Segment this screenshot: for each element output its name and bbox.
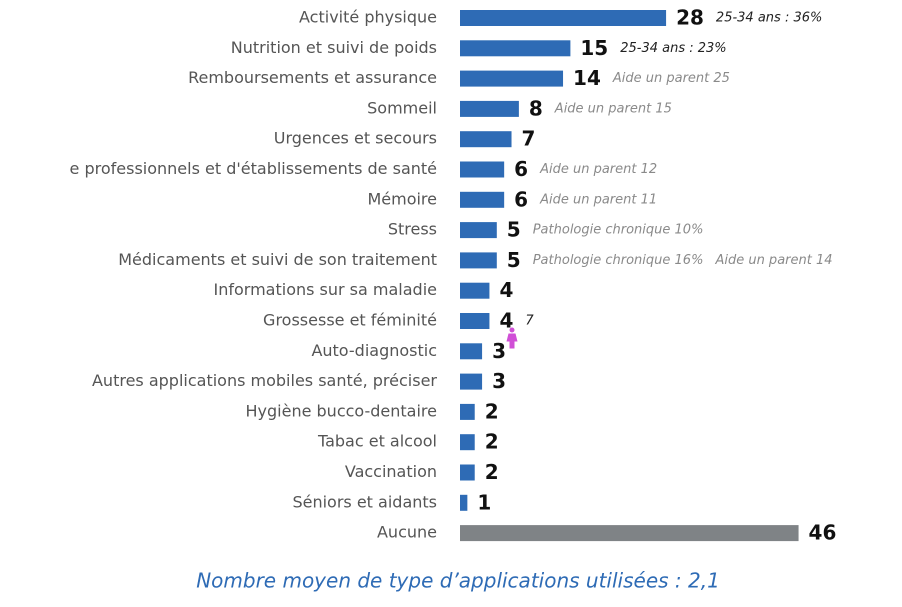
value-label: 2 <box>485 399 499 423</box>
category-label: Vaccination <box>345 462 437 481</box>
value-label: 2 <box>485 460 499 484</box>
category-label: Séniors et aidants <box>292 492 437 511</box>
bar <box>460 434 475 451</box>
bar <box>460 10 667 26</box>
category-label: Urgences et secours <box>274 129 437 148</box>
category-label: Remboursements et assurance <box>188 68 437 87</box>
category-label: Aucune <box>377 523 437 542</box>
value-label: 3 <box>492 339 506 363</box>
category-label: Activité physique <box>299 8 437 27</box>
category-label: Mémoire <box>367 189 437 208</box>
category-label: Tabac et alcool <box>317 432 437 451</box>
bar <box>460 282 490 299</box>
category-label: Nutrition et suivi de poids <box>231 38 437 57</box>
bar <box>460 373 483 390</box>
category-label: Sommeil <box>367 98 437 117</box>
bar <box>460 252 497 269</box>
value-label: 15 <box>580 36 608 60</box>
bar <box>460 100 519 117</box>
annotation: 25-34 ans : 23% <box>620 41 726 56</box>
value-label: 8 <box>529 96 543 120</box>
bar <box>460 313 490 329</box>
annotation: Aide un parent 15 <box>554 101 672 116</box>
category-label: e professionnels et d'établissements de … <box>70 159 437 178</box>
female-icon <box>506 327 518 349</box>
annotation: 7 <box>525 314 534 329</box>
bar <box>460 525 799 542</box>
annotation: Aide un parent 11 <box>539 192 657 207</box>
annotation: Aide un parent 25 <box>612 71 730 86</box>
category-label: Autres applications mobiles santé, préci… <box>92 371 437 390</box>
bar <box>460 464 475 481</box>
value-label: 4 <box>499 278 513 302</box>
category-label: Informations sur sa maladie <box>214 280 438 299</box>
bar <box>460 191 505 208</box>
value-label: 1 <box>477 490 491 514</box>
annotation: Pathologie chronique 10% <box>533 223 704 238</box>
bar <box>460 222 497 239</box>
value-label: 46 <box>809 521 837 545</box>
category-label: Stress <box>388 220 437 239</box>
value-label: 6 <box>514 187 528 211</box>
value-label: 14 <box>573 66 601 90</box>
bar <box>460 343 483 360</box>
category-label: Hygiène bucco-dentaire <box>246 401 438 420</box>
annotation: Aide un parent 14 <box>714 253 832 268</box>
value-label: 5 <box>507 248 521 272</box>
bar <box>460 494 468 511</box>
category-label: Grossesse et féminité <box>263 311 437 330</box>
annotation: Pathologie chronique 16% <box>533 253 704 268</box>
annotation: Aide un parent 12 <box>539 162 657 177</box>
value-label: 3 <box>492 369 506 393</box>
value-label: 28 <box>676 6 704 30</box>
value-label: 7 <box>522 127 536 151</box>
bar <box>460 403 475 420</box>
category-label: Médicaments et suivi de son traitement <box>118 250 437 269</box>
value-label: 5 <box>507 218 521 242</box>
bar <box>460 131 512 148</box>
category-label: Auto-diagnostic <box>311 341 437 360</box>
bar <box>460 40 571 57</box>
value-label: 2 <box>485 430 499 454</box>
bar <box>460 70 564 87</box>
footer: Nombre moyen de type d’applications util… <box>196 569 720 593</box>
value-label: 4 <box>499 309 513 333</box>
annotation: 25-34 ans : 36% <box>716 11 822 26</box>
value-label: 6 <box>514 157 528 181</box>
bar <box>460 161 505 178</box>
